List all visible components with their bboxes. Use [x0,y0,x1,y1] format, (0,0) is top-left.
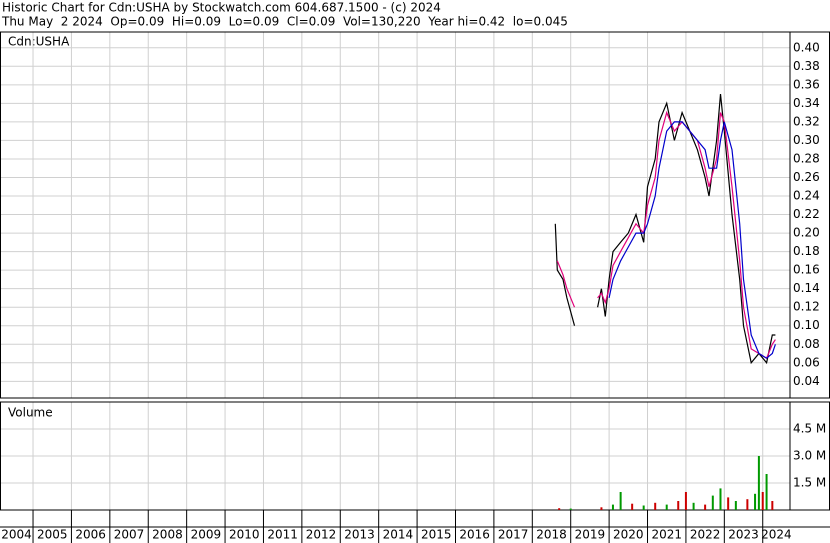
volume-bar [665,504,668,510]
volume-bar [654,502,657,510]
x-tick-label: 2005 [37,528,68,542]
x-tick-label: 2018 [536,528,567,542]
volume-bar [765,474,768,510]
volume-bar [684,492,687,510]
volume-bar [746,499,749,510]
volume-bar [611,504,614,510]
volume-bar [677,501,680,510]
volume-bar [771,501,774,510]
volume-bar [619,492,622,510]
x-tick-label: 2008 [152,528,183,542]
y-tick-label: 4.5 M [793,422,826,436]
price-line [554,223,576,326]
y-tick-label: 0.06 [793,355,820,369]
x-tick-label: 2020 [613,528,644,542]
volume-bar [642,505,645,510]
x-tick-label: 2013 [344,528,375,542]
volume-bar [719,488,722,510]
x-tick-label: 2024 [761,528,792,542]
y-tick-label: 0.40 [793,40,820,54]
x-tick-label: 2010 [229,528,260,542]
volume-bar [761,492,764,510]
y-tick-label: 0.24 [793,189,820,203]
x-tick-label: 2004 [1,528,32,542]
x-tick-label: 2014 [383,528,414,542]
x-tick-label: 2011 [267,528,298,542]
y-tick-label: 0.34 [793,96,820,110]
y-tick-label: 0.08 [793,337,820,351]
y-tick-label: 0.22 [793,207,820,221]
y-tick-label: 0.18 [793,244,820,258]
volume-bar [558,508,561,510]
y-tick-label: 0.36 [793,77,820,91]
volume-bar [754,493,757,510]
y-tick-label: 0.12 [793,300,820,314]
x-tick-label: 2022 [690,528,721,542]
volume-bar [704,504,707,510]
y-tick-label: 0.30 [793,133,820,147]
header-line: Historic Chart for Cdn:USHA by Stockwatc… [2,1,441,15]
y-tick-label: 1.5 M [793,476,826,490]
price-line [556,260,576,308]
y-tick-label: 0.32 [793,114,820,128]
volume-bar [757,456,760,510]
y-tick-label: 0.38 [793,59,820,73]
x-tick-label: 2019 [575,528,606,542]
x-tick-label: 2016 [459,528,490,542]
volume-bar [727,497,730,510]
x-tick-label: 2023 [728,528,759,542]
y-tick-label: 0.20 [793,226,820,240]
volume-bar [734,501,737,510]
volume-bar [711,495,714,510]
panel-label: Cdn:USHA [8,35,70,49]
x-tick-label: 2012 [306,528,337,542]
header-line: Thu May 2 2024 Op=0.09 Hi=0.09 Lo=0.09 C… [1,15,568,29]
y-tick-label: 0.16 [793,263,820,277]
y-tick-label: 3.0 M [793,449,826,463]
y-tick-label: 0.10 [793,318,820,332]
volume-bar [631,503,634,510]
x-tick-label: 2021 [651,528,682,542]
x-tick-label: 2006 [75,528,106,542]
x-tick-label: 2015 [421,528,452,542]
x-tick-label: 2009 [191,528,222,542]
x-tick-label: 2007 [114,528,145,542]
y-tick-label: 0.28 [793,151,820,165]
y-tick-label: 0.14 [793,281,820,295]
panel-label: Volume [8,406,53,420]
y-tick-label: 0.04 [793,374,820,388]
x-tick-label: 2017 [498,528,529,542]
y-tick-label: 0.26 [793,170,820,184]
volume-bar [600,507,603,510]
price-line [597,94,776,365]
price-line [608,121,776,359]
volume-bar [569,508,572,510]
volume-bar [692,502,695,510]
